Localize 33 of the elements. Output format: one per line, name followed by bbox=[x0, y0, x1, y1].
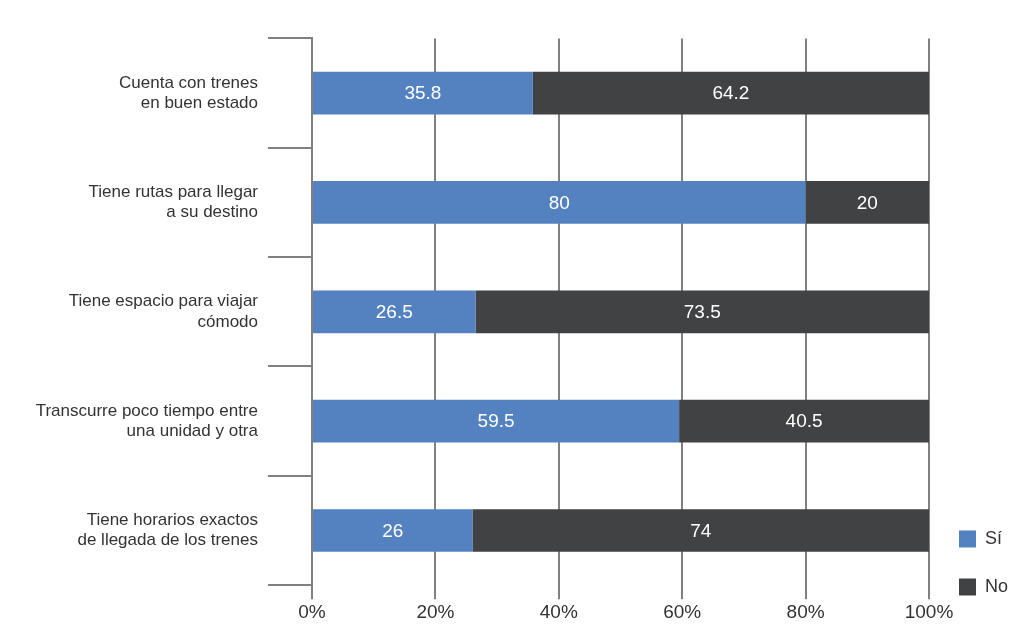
data-label: 59.5 bbox=[477, 410, 515, 432]
legend-label: Sí bbox=[984, 527, 1003, 548]
bar bbox=[532, 71, 929, 115]
bar bbox=[472, 509, 929, 552]
data-label: 80 bbox=[548, 191, 570, 213]
x-tick-label: 60% bbox=[663, 600, 702, 622]
data-label: 26 bbox=[382, 519, 404, 541]
x-tick-label: 40% bbox=[539, 600, 578, 622]
legend-label: No bbox=[984, 575, 1009, 596]
y-tick-label: Cuenta con trenes en buen estado bbox=[119, 72, 258, 112]
y-tick-label: Tiene horarios exactos de llegada de los trenes bbox=[77, 510, 258, 550]
bar bbox=[313, 509, 473, 552]
y-tick-label: Tiene espacio para viajar cómodo bbox=[68, 291, 259, 331]
data-label: 40.5 bbox=[785, 410, 823, 432]
x-tick-label: 0% bbox=[298, 600, 326, 622]
y-tick-label: Tiene rutas para llegar a su destino bbox=[88, 181, 259, 222]
bar bbox=[313, 181, 806, 224]
data-label: 20 bbox=[856, 191, 878, 213]
bar bbox=[805, 181, 929, 224]
bar bbox=[313, 399, 680, 443]
x-tick-label: 20% bbox=[416, 600, 455, 622]
x-tick-label: 100% bbox=[904, 600, 954, 622]
data-label: 26.5 bbox=[375, 301, 413, 323]
x-tick-label: 80% bbox=[786, 600, 825, 622]
data-label: 35.8 bbox=[404, 82, 442, 104]
data-label: 73.5 bbox=[683, 301, 721, 323]
y-tick-label: Transcurre poco tiempo entre una unidad y otra bbox=[35, 400, 259, 441]
bar bbox=[679, 399, 929, 443]
bar bbox=[475, 290, 929, 334]
bar bbox=[313, 71, 533, 115]
data-label: 64.2 bbox=[712, 82, 750, 104]
data-label: 74 bbox=[690, 519, 712, 541]
bar bbox=[313, 290, 476, 334]
